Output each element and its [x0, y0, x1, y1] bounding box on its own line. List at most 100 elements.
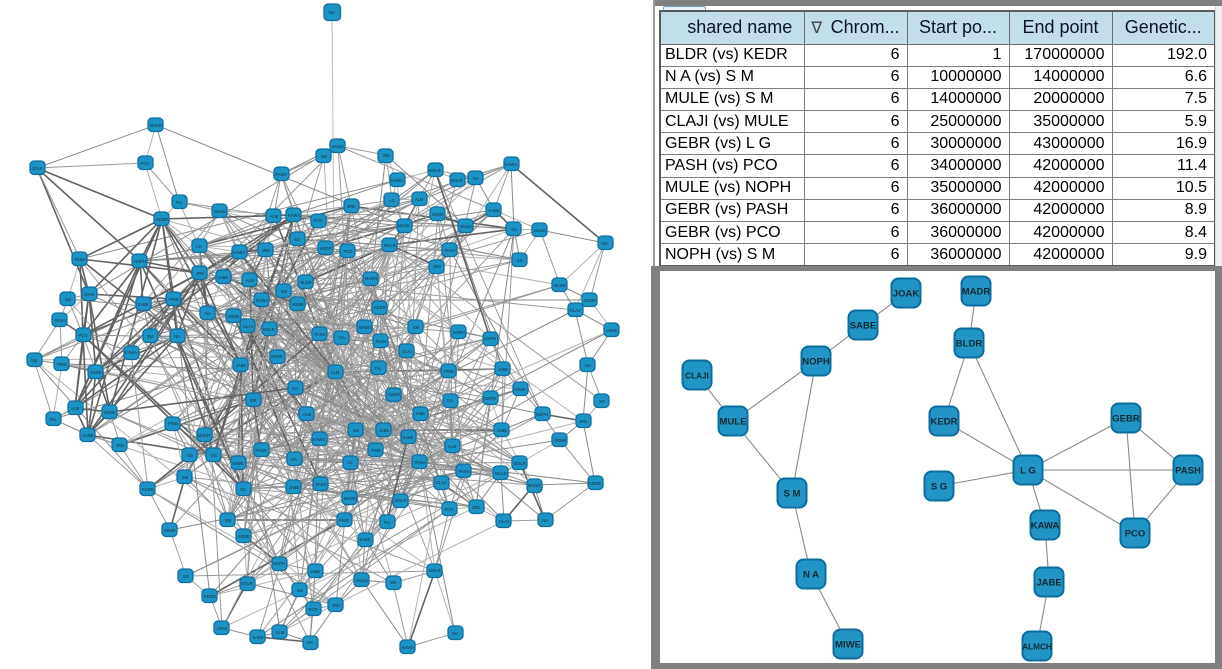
svg-text:CLAJ: CLAJ — [436, 480, 446, 485]
svg-text:MULE: MULE — [534, 228, 546, 233]
svg-text:JABE: JABE — [1036, 577, 1061, 588]
svg-text:ALM: ALM — [415, 197, 424, 202]
svg-text:JOAK: JOAK — [84, 292, 95, 297]
svg-text:BGLR: BGLR — [451, 178, 462, 183]
svg-text:NA: NA — [174, 334, 180, 339]
svg-text:JABE: JABE — [310, 569, 321, 574]
svg-text:MADR: MADR — [962, 286, 991, 297]
svg-text:SM: SM — [31, 358, 38, 363]
svg-text:MULE: MULE — [495, 471, 507, 476]
svg-text:PCO: PCO — [1125, 528, 1146, 539]
svg-text:CLAJI: CLAJI — [685, 371, 709, 380]
svg-text:TAL: TAL — [374, 366, 382, 371]
svg-text:PCO: PCO — [78, 333, 88, 338]
svg-text:SG: SG — [294, 237, 300, 242]
svg-text:MADR: MADR — [365, 276, 377, 281]
svg-text:PCO: PCO — [343, 249, 353, 254]
svg-text:PASH: PASH — [54, 318, 65, 323]
svg-text:TAL: TAL — [446, 398, 454, 403]
svg-text:BGLR: BGLR — [241, 581, 252, 586]
svg-text:JABE: JABE — [218, 275, 229, 280]
svg-text:ALM: ALM — [270, 214, 279, 219]
svg-text:PASH: PASH — [375, 339, 386, 344]
svg-text:SM: SM — [383, 153, 390, 158]
svg-text:NA: NA — [205, 311, 211, 316]
svg-text:SABE: SABE — [402, 435, 413, 440]
svg-text:SABE: SABE — [252, 635, 263, 640]
svg-text:ALM: ALM — [246, 278, 255, 283]
svg-text:PASH: PASH — [414, 460, 425, 465]
svg-text:BGLR: BGLR — [395, 498, 406, 503]
svg-text:SABE: SABE — [90, 370, 101, 375]
svg-text:SG: SG — [183, 574, 189, 579]
svg-text:PASH: PASH — [315, 482, 326, 487]
svg-text:MADR: MADR — [359, 325, 371, 330]
svg-text:SM: SM — [281, 289, 288, 294]
svg-text:NOPH: NOPH — [273, 561, 285, 566]
svg-text:NA: NA — [329, 10, 335, 15]
svg-text:JRD: JRD — [196, 271, 204, 276]
svg-text:SABE: SABE — [850, 320, 876, 331]
svg-text:MADR: MADR — [150, 123, 162, 128]
svg-text:MULE: MULE — [460, 224, 472, 229]
svg-text:PASH: PASH — [275, 172, 286, 177]
svg-text:NOPH: NOPH — [802, 356, 830, 367]
svg-text:JRD: JRD — [262, 248, 270, 253]
svg-text:SG: SG — [452, 631, 458, 636]
svg-text:BGLR: BGLR — [514, 461, 525, 466]
svg-text:LG: LG — [196, 244, 202, 249]
svg-text:KEDR: KEDR — [204, 594, 216, 599]
svg-text:SABE: SABE — [488, 208, 499, 213]
svg-text:GEBR: GEBR — [554, 438, 566, 443]
svg-text:PCO: PCO — [313, 218, 323, 223]
svg-text:SM: SM — [225, 518, 232, 523]
svg-text:NOPH: NOPH — [453, 330, 465, 335]
svg-text:PASH: PASH — [444, 248, 455, 253]
svg-text:ALMCH: ALMCH — [1022, 642, 1052, 651]
svg-text:JOAK: JOAK — [217, 626, 228, 631]
svg-text:NA: NA — [542, 518, 548, 523]
svg-text:KAWA: KAWA — [505, 162, 517, 167]
svg-text:PWB: PWB — [57, 362, 67, 367]
svg-text:CLAJ: CLAJ — [499, 519, 509, 524]
svg-text:PASH: PASH — [74, 257, 85, 262]
svg-text:JRD: JRD — [433, 264, 441, 269]
svg-text:SM: SM — [390, 580, 397, 585]
svg-text:KAWA: KAWA — [1031, 520, 1060, 531]
svg-text:SG: SG — [187, 453, 193, 458]
svg-text:S M: S M — [784, 488, 801, 499]
svg-text:MIWE: MIWE — [271, 354, 283, 359]
svg-text:TAL: TAL — [49, 417, 57, 422]
svg-text:KEDR: KEDR — [589, 481, 601, 486]
svg-text:SM: SM — [413, 325, 420, 330]
svg-text:PWB: PWB — [339, 518, 349, 523]
svg-text:BGLR: BGLR — [429, 568, 440, 573]
svg-text:MIWE: MIWE — [432, 212, 444, 217]
svg-text:NA: NA — [473, 176, 479, 181]
svg-text:KAWA: KAWA — [125, 350, 137, 355]
svg-text:MIWE: MIWE — [238, 534, 250, 539]
svg-text:SG: SG — [517, 258, 523, 263]
svg-text:PASH: PASH — [458, 469, 469, 474]
svg-text:SG: SG — [240, 487, 246, 492]
svg-text:NA: NA — [602, 241, 608, 246]
svg-text:TAL: TAL — [338, 335, 346, 340]
svg-text:NA: NA — [307, 640, 313, 645]
svg-text:MIWE: MIWE — [835, 639, 861, 650]
svg-text:KAWA: KAWA — [256, 298, 268, 303]
svg-text:JABE: JABE — [236, 363, 247, 368]
svg-text:NOPH: NOPH — [536, 412, 548, 417]
svg-text:CLAJ: CLAJ — [570, 308, 580, 313]
svg-text:MIWE: MIWE — [164, 528, 176, 533]
svg-text:LG: LG — [347, 460, 353, 465]
svg-text:SM: SM — [147, 334, 154, 339]
svg-text:MADR: MADR — [528, 483, 540, 488]
svg-text:ALM: ALM — [331, 370, 340, 375]
svg-text:S G: S G — [931, 481, 947, 492]
svg-text:PWB: PWB — [169, 297, 179, 302]
svg-text:KEDR: KEDR — [320, 246, 332, 251]
svg-text:MIWE: MIWE — [292, 302, 304, 307]
svg-text:SG: SG — [65, 297, 71, 302]
svg-text:NOPH: NOPH — [134, 259, 146, 264]
svg-text:MIWE: MIWE — [606, 328, 618, 333]
